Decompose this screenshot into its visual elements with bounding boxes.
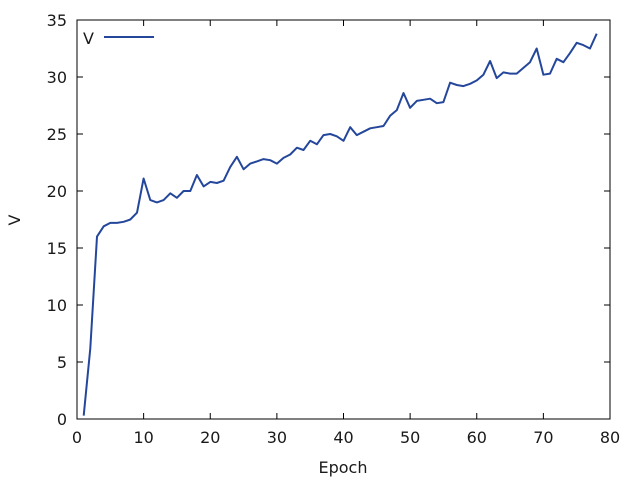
x-tick-label-20: 20 — [200, 428, 220, 447]
y-axis-title: V — [5, 214, 24, 225]
y-tick-label-20: 20 — [47, 182, 67, 201]
x-tick-label-50: 50 — [400, 428, 420, 447]
x-tick-label-10: 10 — [133, 428, 153, 447]
x-tick-label-40: 40 — [333, 428, 353, 447]
x-tick-label-30: 30 — [267, 428, 287, 447]
legend-label-v: V — [83, 29, 94, 48]
plot-frame — [76, 19, 611, 420]
y-tick-label-35: 35 — [47, 11, 67, 30]
x-axis-ticks: 0 10 20 30 40 50 60 70 80 — [72, 20, 620, 447]
x-tick-label-60: 60 — [467, 428, 487, 447]
legend: V — [83, 29, 154, 48]
y-tick-label-15: 15 — [47, 239, 67, 258]
y-axis-ticks: 0 5 10 15 20 25 30 35 — [47, 11, 610, 429]
x-tick-label-80: 80 — [600, 428, 620, 447]
series-line-v — [82, 33, 598, 416]
y-tick-label-0: 0 — [57, 410, 67, 429]
y-tick-label-25: 25 — [47, 125, 67, 144]
x-axis-title: Epoch — [319, 458, 368, 477]
y-tick-label-5: 5 — [57, 353, 67, 372]
x-tick-label-0: 0 — [72, 428, 82, 447]
y-tick-label-30: 30 — [47, 68, 67, 87]
x-tick-label-70: 70 — [533, 428, 553, 447]
y-tick-label-10: 10 — [47, 296, 67, 315]
